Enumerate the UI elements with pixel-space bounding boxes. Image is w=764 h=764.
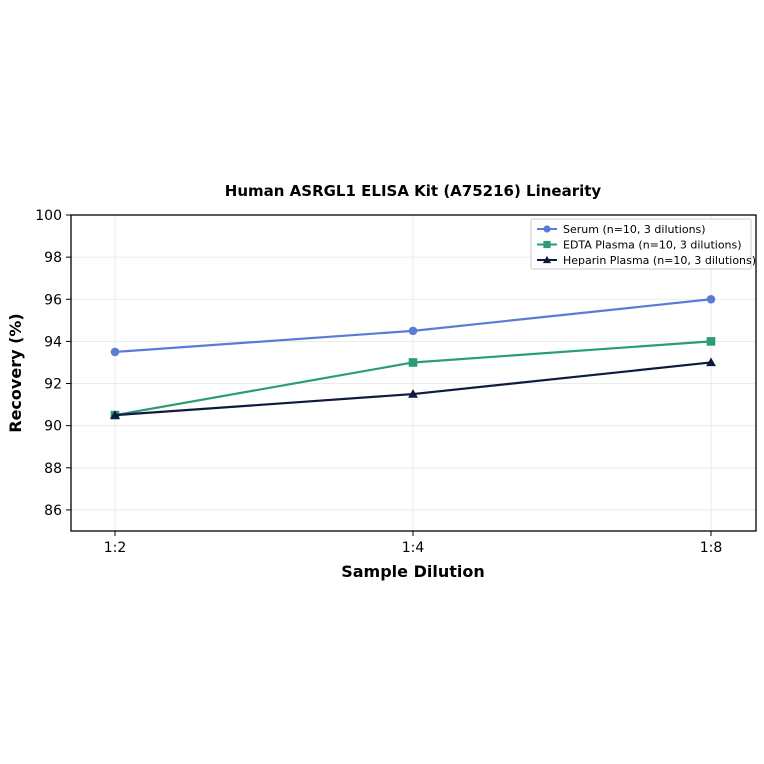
data-point xyxy=(706,337,716,346)
data-point xyxy=(543,240,551,249)
data-point xyxy=(110,347,120,357)
data-point xyxy=(408,389,418,398)
data-point xyxy=(110,410,120,419)
data-point xyxy=(706,357,716,367)
data-point xyxy=(543,225,551,233)
legend-item: Serum (n=10, 3 dilutions) xyxy=(537,223,706,236)
y-tick-label: 100 xyxy=(35,208,62,224)
x-tick-label: 1:4 xyxy=(402,540,425,556)
x-tick-label: 1:8 xyxy=(700,540,723,556)
y-tick-label: 96 xyxy=(44,292,62,308)
y-axis-label: Recovery (%) xyxy=(6,313,25,432)
legend-box xyxy=(530,218,752,270)
chart-title: Human ASRGL1 ELISA Kit (A75216) Linearit… xyxy=(225,182,602,200)
y-tick-label: 98 xyxy=(44,250,62,266)
data-point xyxy=(408,326,418,336)
series-1 xyxy=(110,294,716,357)
y-tick-label: 86 xyxy=(44,503,62,519)
legend-item: EDTA Plasma (n=10, 3 dilutions) xyxy=(537,239,742,252)
legend-label: EDTA Plasma (n=10, 3 dilutions) xyxy=(563,239,742,252)
y-tick-label: 92 xyxy=(44,377,62,393)
series-3 xyxy=(110,357,716,419)
series-group xyxy=(110,294,716,420)
y-tick-label: 88 xyxy=(44,461,62,477)
y-tick-label: 94 xyxy=(44,334,62,350)
y-tick-label: 90 xyxy=(44,419,62,435)
data-point xyxy=(542,255,552,264)
legend: Serum (n=10, 3 dilutions) EDTA Plasma (n=… xyxy=(530,218,756,270)
x-tick-label: 1:2 xyxy=(104,540,127,556)
legend-label: Serum (n=10, 3 dilutions) xyxy=(563,223,706,236)
data-point xyxy=(408,358,418,367)
data-point xyxy=(706,294,716,304)
legend-label: Heparin Plasma (n=10, 3 dilutions) xyxy=(563,254,756,267)
axes: 86 88 90 92 94 96 98 100 1:2 1:4 1:8 xyxy=(35,208,722,556)
legend-item: Heparin Plasma (n=10, 3 dilutions) xyxy=(537,254,756,267)
x-axis-label: Sample Dilution xyxy=(341,562,485,581)
